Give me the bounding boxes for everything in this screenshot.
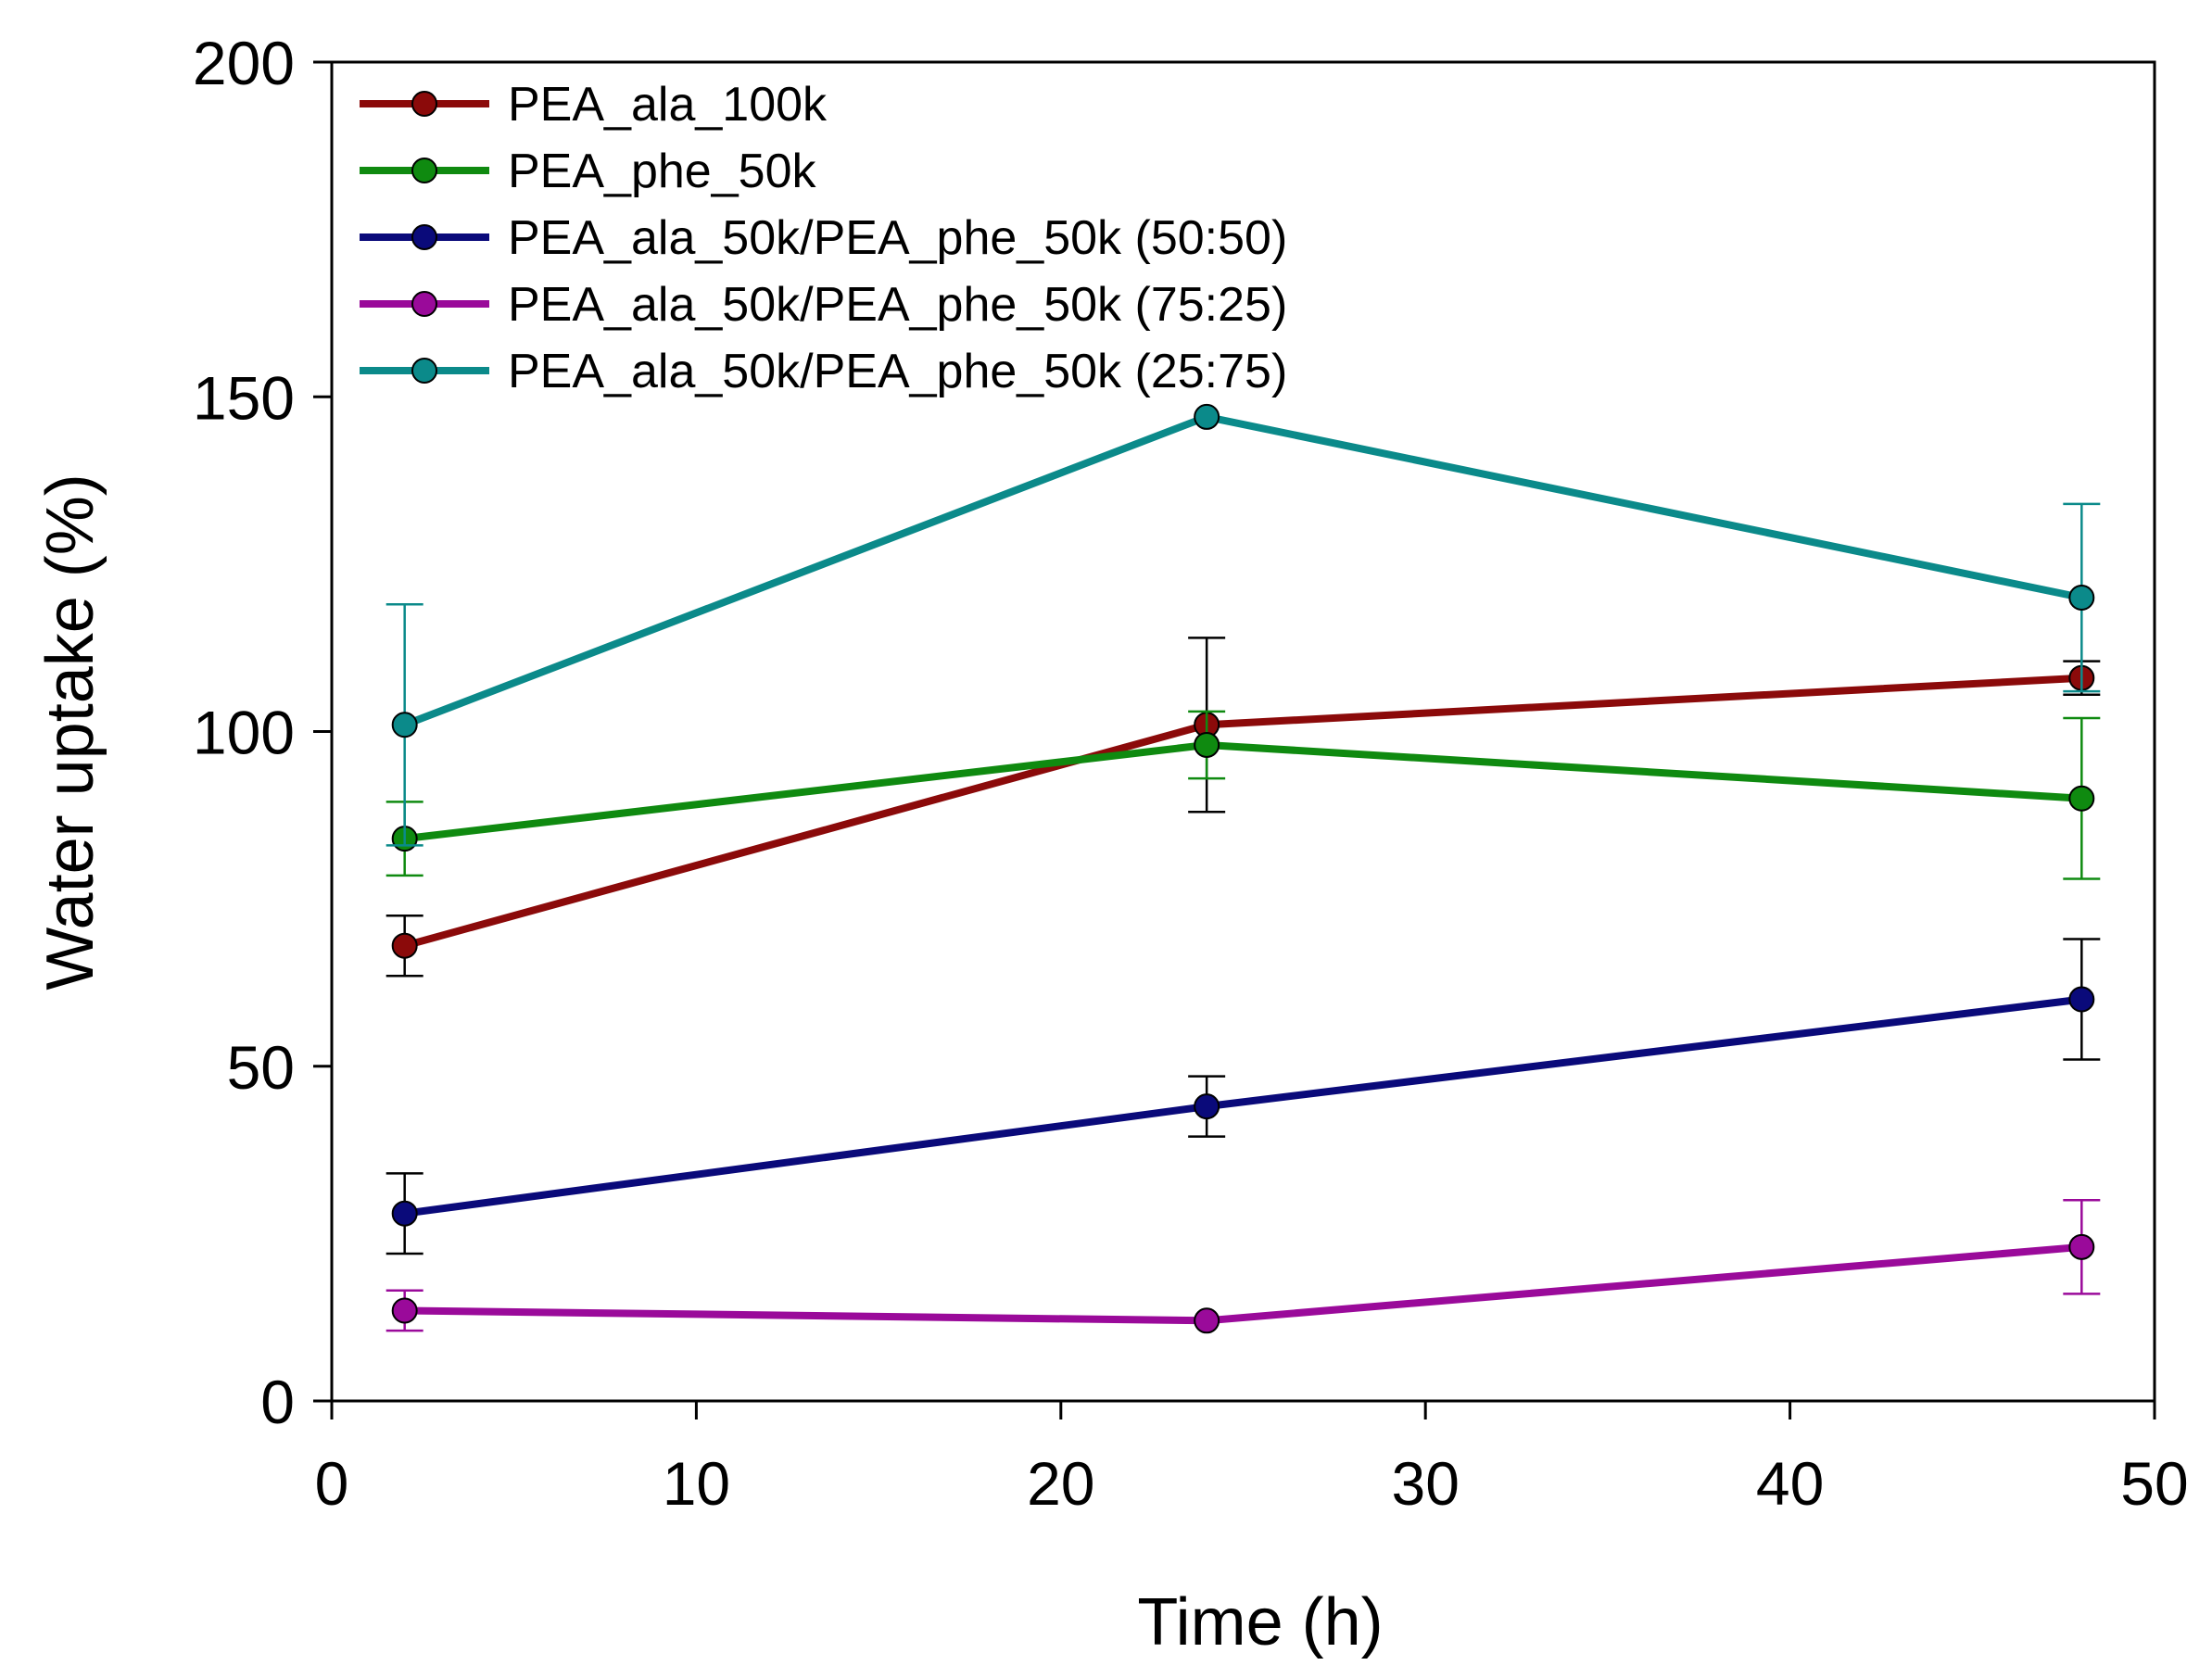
x-tick-label: 40: [1756, 1449, 1824, 1518]
legend-marker: [411, 358, 437, 384]
legend-item-0: PEA_ala_100k: [360, 78, 828, 132]
y-tick-label: 0: [260, 1368, 295, 1436]
y-axis-title: Water uptake (%): [33, 473, 107, 990]
y-tick-label: 150: [193, 363, 295, 432]
x-tick-label: 50: [2120, 1449, 2188, 1518]
series-2: [386, 938, 2101, 1255]
series-0: [386, 637, 2101, 978]
data-point: [1194, 731, 1220, 758]
data-point: [2068, 1233, 2095, 1260]
data-point: [391, 1200, 418, 1227]
series-line: [404, 740, 2082, 843]
legend-item-1: PEA_phe_50k: [360, 145, 816, 198]
legend-marker: [411, 158, 437, 183]
legend-item-4: PEA_ala_50k/PEA_phe_50k (25:75): [360, 345, 1287, 398]
series-3: [386, 1199, 2101, 1334]
legend-label: PEA_phe_50k: [508, 145, 816, 198]
data-point: [1194, 1307, 1220, 1334]
data-point: [1194, 1093, 1220, 1120]
legend-marker: [411, 224, 437, 250]
x-axis-title: Time (h): [1137, 1585, 1383, 1659]
axes-layer: 0 10 20 30 40 50 0 50 100 150 200: [193, 29, 2189, 1518]
data-point: [391, 932, 418, 959]
series-4: [386, 403, 2101, 847]
legend-label: PEA_ala_100k: [508, 78, 828, 132]
legend-label: PEA_ala_50k/PEA_phe_50k (75:25): [508, 278, 1287, 332]
series-layer: [386, 403, 2101, 1334]
data-point: [2068, 585, 2095, 611]
legend-label: PEA_ala_50k/PEA_phe_50k (50:50): [508, 211, 1287, 265]
legend: PEA_ala_100k PEA_phe_50k PEA_ala_50k/PEA_p…: [360, 78, 1287, 398]
data-point: [2068, 986, 2095, 1013]
x-tick-label: 0: [315, 1449, 349, 1518]
legend-marker: [411, 91, 437, 117]
data-point: [391, 712, 418, 738]
x-tick-label: 20: [1027, 1449, 1094, 1518]
series-1: [386, 710, 2101, 880]
y-tick-label: 100: [193, 699, 295, 767]
data-point: [1194, 403, 1220, 430]
data-point: [391, 1297, 418, 1324]
legend-item-3: PEA_ala_50k/PEA_phe_50k (75:25): [360, 278, 1287, 332]
y-tick-label: 50: [227, 1033, 295, 1102]
x-tick-label: 30: [1391, 1449, 1459, 1518]
series-line: [404, 995, 2082, 1217]
y-tick-label: 200: [193, 29, 295, 97]
series-line: [403, 412, 2083, 729]
legend-item-2: PEA_ala_50k/PEA_phe_50k (50:50): [360, 211, 1287, 265]
data-point: [2068, 785, 2095, 812]
series-line: [404, 1243, 2082, 1325]
legend-marker: [411, 291, 437, 317]
legend-label: PEA_ala_50k/PEA_phe_50k (25:75): [508, 345, 1287, 398]
x-tick-label: 10: [663, 1449, 730, 1518]
